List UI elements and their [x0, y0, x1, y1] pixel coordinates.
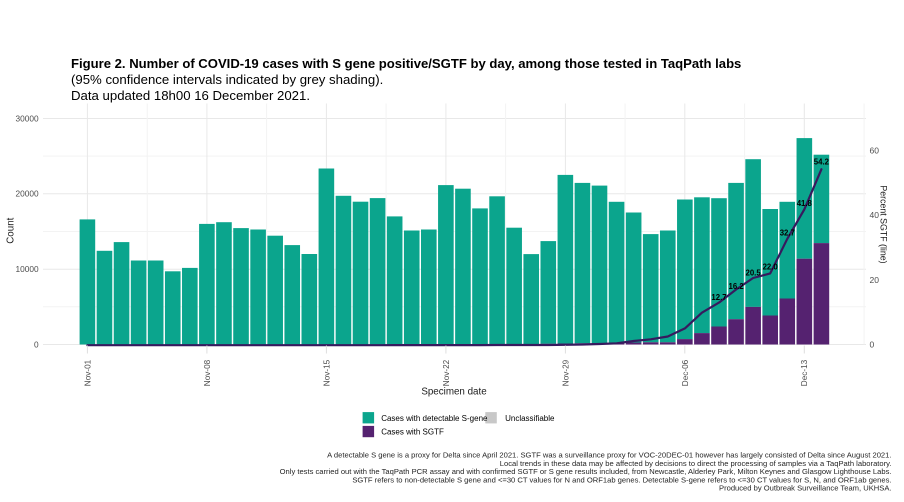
svg-text:Dec-06: Dec-06: [681, 359, 690, 386]
svg-text:20000: 20000: [16, 189, 39, 199]
svg-text:Nov-15: Nov-15: [322, 359, 331, 386]
svg-text:0: 0: [870, 340, 875, 350]
svg-text:20.5: 20.5: [746, 269, 762, 278]
svg-text:20: 20: [870, 275, 880, 285]
svg-text:Nov-08: Nov-08: [203, 359, 212, 386]
svg-text:60: 60: [870, 146, 880, 156]
svg-text:32.7: 32.7: [780, 228, 795, 237]
svg-text:Nov-22: Nov-22: [442, 359, 451, 386]
svg-text:30000: 30000: [16, 113, 39, 123]
svg-text:22.0: 22.0: [763, 262, 779, 271]
svg-text:Figure 2. Number of COVID-19 c: Figure 2. Number of COVID-19 cases with …: [71, 56, 741, 71]
svg-text:Nov-29: Nov-29: [561, 359, 570, 386]
svg-text:Only tests carried out with th: Only tests carried out with the TaqPath …: [280, 467, 892, 476]
svg-text:SGTF refers to non-detectable: SGTF refers to non-detectable S gene and…: [352, 475, 891, 484]
svg-text:Cases with SGTF: Cases with SGTF: [381, 428, 444, 437]
svg-text:0: 0: [34, 339, 39, 349]
svg-text:Count: Count: [5, 217, 16, 243]
svg-text:Data updated 18h00 16 December: Data updated 18h00 16 December 2021.: [71, 88, 310, 103]
svg-text:54.2: 54.2: [814, 157, 830, 166]
svg-text:16.2: 16.2: [729, 282, 745, 291]
svg-text:Dec-13: Dec-13: [800, 359, 809, 386]
svg-text:10000: 10000: [16, 264, 39, 274]
svg-text:Nov-01: Nov-01: [83, 359, 92, 386]
svg-text:41.8: 41.8: [797, 199, 813, 208]
svg-text:Produced by Outbreak Surveilla: Produced by Outbreak Surveillance Team, …: [719, 484, 892, 493]
svg-text:Cases with detectable S-gene: Cases with detectable S-gene: [381, 414, 488, 423]
svg-text:Specimen date: Specimen date: [421, 386, 487, 397]
svg-text:Percent SGTF (line): Percent SGTF (line): [878, 185, 888, 263]
svg-text:Local trends in these data may: Local trends in these data may be affect…: [500, 459, 892, 468]
svg-text:A detectable S gene is a proxy: A detectable S gene is a proxy for Delta…: [327, 451, 891, 460]
svg-text:Unclassifiable: Unclassifiable: [505, 414, 555, 423]
svg-text:40: 40: [870, 210, 880, 220]
svg-text:12.7: 12.7: [711, 293, 726, 302]
svg-text:(95% confidence intervals indi: (95% confidence intervals indicated by g…: [71, 72, 383, 87]
